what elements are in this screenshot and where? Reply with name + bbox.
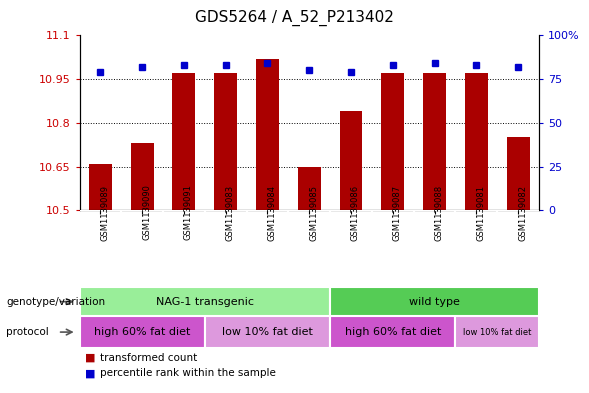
- Text: GDS5264 / A_52_P213402: GDS5264 / A_52_P213402: [195, 10, 394, 26]
- Text: GSM1139088: GSM1139088: [435, 184, 444, 241]
- Text: GSM1139087: GSM1139087: [393, 184, 402, 241]
- Bar: [80, 287, 330, 316]
- Bar: [465, 73, 488, 210]
- Text: transformed count: transformed count: [100, 353, 197, 363]
- Text: high 60% fat diet: high 60% fat diet: [345, 327, 441, 337]
- Bar: [89, 163, 112, 210]
- Text: GSM1139090: GSM1139090: [142, 185, 151, 241]
- Text: GSM1139083: GSM1139083: [226, 184, 234, 241]
- Bar: [330, 287, 539, 316]
- Bar: [330, 316, 455, 348]
- Text: GSM1139086: GSM1139086: [351, 184, 360, 241]
- Bar: [173, 73, 196, 210]
- Bar: [339, 111, 362, 210]
- Text: percentile rank within the sample: percentile rank within the sample: [100, 368, 276, 378]
- Text: ■: ■: [85, 353, 96, 363]
- Text: GSM1139084: GSM1139084: [267, 185, 276, 241]
- Bar: [455, 316, 539, 348]
- Text: ■: ■: [85, 368, 96, 378]
- Bar: [214, 73, 237, 210]
- Bar: [131, 143, 154, 210]
- Text: NAG-1 transgenic: NAG-1 transgenic: [156, 297, 254, 307]
- Bar: [507, 138, 530, 210]
- Text: GSM1139085: GSM1139085: [309, 185, 318, 241]
- Bar: [256, 59, 279, 210]
- Text: low 10% fat diet: low 10% fat diet: [222, 327, 313, 337]
- Text: GSM1139089: GSM1139089: [100, 185, 110, 241]
- Text: GSM1139091: GSM1139091: [184, 185, 193, 241]
- Text: genotype/variation: genotype/variation: [6, 297, 105, 307]
- Bar: [423, 73, 446, 210]
- Bar: [381, 73, 404, 210]
- Text: wild type: wild type: [409, 297, 460, 307]
- Text: low 10% fat diet: low 10% fat diet: [463, 328, 531, 336]
- Text: high 60% fat diet: high 60% fat diet: [94, 327, 190, 337]
- Bar: [298, 167, 320, 210]
- Bar: [80, 316, 205, 348]
- Text: GSM1139081: GSM1139081: [477, 185, 485, 241]
- Bar: [205, 316, 330, 348]
- Text: GSM1139082: GSM1139082: [518, 185, 527, 241]
- Text: protocol: protocol: [6, 327, 49, 337]
